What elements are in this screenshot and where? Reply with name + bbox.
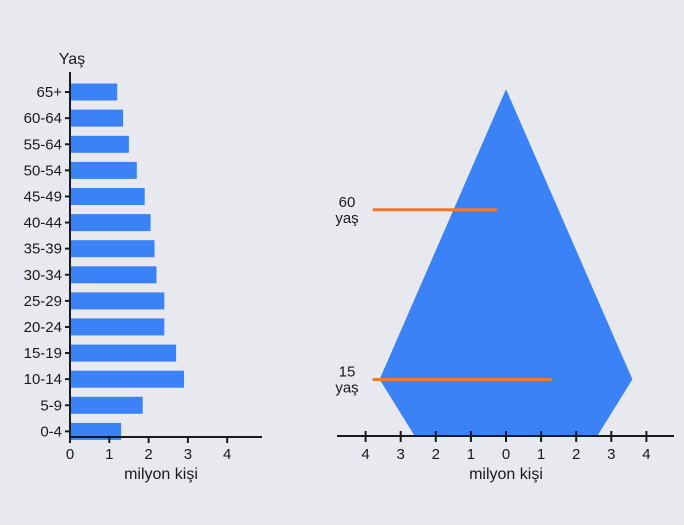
- bar-65+: [71, 83, 118, 101]
- category-label: 20-24: [24, 319, 62, 336]
- left-x-tick-label: 2: [144, 446, 152, 463]
- category-label: 60-64: [24, 110, 62, 127]
- category-label: 10-14: [24, 371, 62, 388]
- bar-55-64: [71, 135, 129, 153]
- category-label: 45-49: [24, 188, 62, 205]
- bar-35-39: [71, 240, 155, 258]
- age-marker-value: 60: [339, 194, 356, 211]
- left-x-tick-label: 1: [105, 446, 113, 463]
- left-x-tick-label: 4: [223, 446, 231, 463]
- right-x-tick-label: 4: [361, 446, 369, 463]
- category-label: 0-4: [40, 423, 62, 440]
- right-x-tick-label: 4: [642, 446, 650, 463]
- category-label: 40-44: [24, 215, 62, 232]
- category-label: 55-64: [24, 136, 62, 153]
- category-label: 5-9: [40, 397, 62, 414]
- bar-30-34: [71, 266, 157, 284]
- right-x-tick-label: 0: [502, 446, 510, 463]
- right-x-axis-title: milyon kişi: [469, 466, 543, 483]
- bar-20-24: [71, 318, 165, 336]
- bar-10-14: [71, 370, 184, 388]
- left-x-axis-title: milyon kişi: [124, 466, 198, 483]
- left-y-axis-title: Yaş: [59, 51, 85, 68]
- right-x-tick-label: 2: [572, 446, 580, 463]
- category-label: 15-19: [24, 345, 62, 362]
- category-label: 65+: [37, 84, 63, 101]
- category-label: 35-39: [24, 241, 62, 258]
- age-bar-chart: Yaş 65+60-6455-6450-5445-4940-4435-3930-…: [24, 51, 262, 483]
- bar-5-9: [71, 396, 143, 414]
- age-marker-value: 15: [339, 363, 356, 380]
- left-x-tick-label: 0: [66, 446, 74, 463]
- right-x-tick-label: 2: [432, 446, 440, 463]
- category-label: 50-54: [24, 162, 62, 179]
- pyramid-shape: [379, 89, 633, 436]
- bar-45-49: [71, 188, 145, 205]
- age-marker-unit: yaş: [335, 210, 358, 227]
- right-x-tick-label: 1: [537, 446, 545, 463]
- bar-15-19: [71, 344, 177, 362]
- bar-50-54: [71, 161, 137, 179]
- category-label: 30-34: [24, 267, 62, 284]
- bar-40-44: [71, 214, 151, 232]
- right-x-tick-label: 1: [467, 446, 475, 463]
- bar-0-4: [71, 422, 122, 440]
- right-x-tick-label: 3: [397, 446, 405, 463]
- age-marker-unit: yaş: [335, 379, 358, 396]
- right-x-tick-label: 3: [607, 446, 615, 463]
- left-x-tick-label: 3: [184, 446, 192, 463]
- bar-25-29: [71, 292, 165, 310]
- category-label: 25-29: [24, 293, 62, 310]
- bar-60-64: [71, 109, 124, 127]
